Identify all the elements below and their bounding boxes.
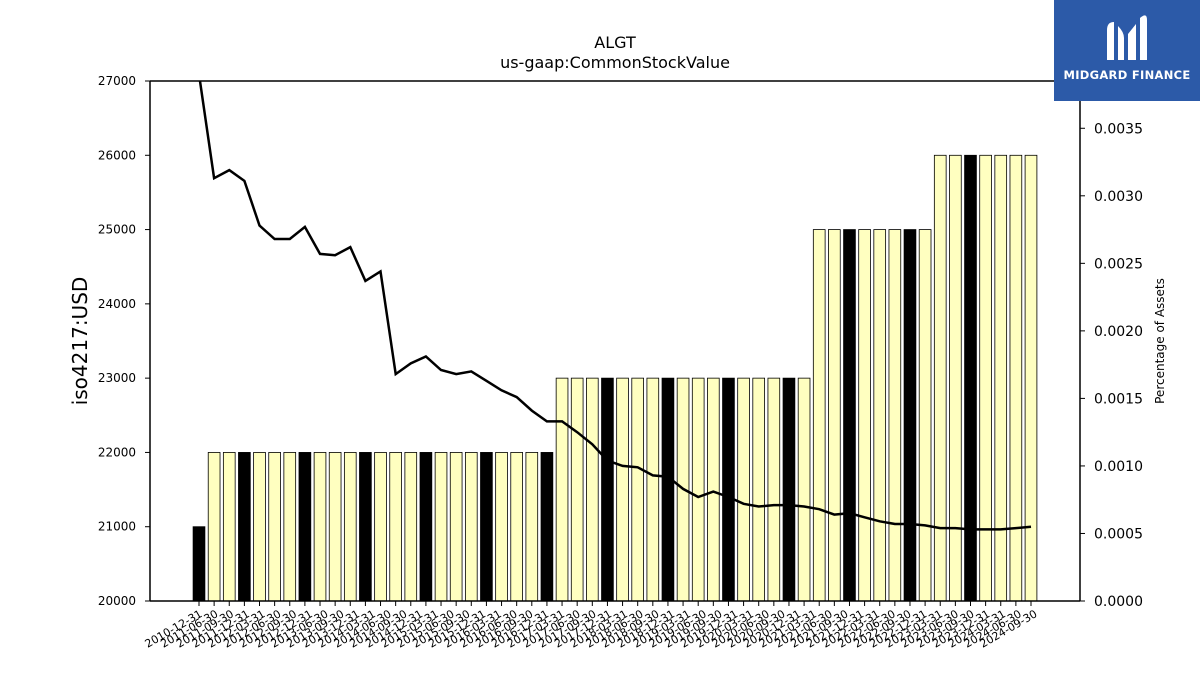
y2-tick-label: 0.0020	[1094, 324, 1143, 340]
bar-2014-12-31	[434, 452, 448, 602]
y2-tick-label: 0.0015	[1094, 391, 1143, 407]
bar-2014-06-30	[404, 452, 418, 602]
bar-2011-12-31	[253, 452, 266, 602]
bar-2023-06-30	[949, 154, 962, 602]
bar-2017-03-31	[570, 377, 584, 602]
y-axis-label: iso4217:USD	[68, 277, 92, 406]
y-tick-label: 24000	[98, 297, 136, 311]
bar-2016-06-30	[525, 452, 539, 602]
bar-2020-06-30	[767, 377, 781, 602]
bar-2023-03-31	[933, 154, 947, 602]
bar-2016-09-30	[540, 452, 554, 602]
bar-2021-09-30	[843, 229, 856, 602]
y-tick-label: 20000	[98, 594, 136, 608]
bar-2019-12-31	[737, 377, 750, 602]
y-tick-label: 26000	[98, 148, 136, 162]
logo-text: MIDGARD FINANCE	[1063, 68, 1191, 82]
bar-2012-12-31	[313, 452, 327, 602]
bar-2013-12-31	[374, 452, 387, 602]
line-layer	[198, 81, 1032, 531]
y2-tick-label: 0.0025	[1094, 256, 1143, 272]
bar-2016-12-31	[555, 377, 569, 602]
bar-2024-06-30	[1009, 154, 1023, 602]
y-tick-label: 27000	[98, 74, 136, 88]
bar-2017-09-30	[601, 377, 614, 602]
bar-2021-03-31	[812, 229, 826, 602]
bar-2023-09-30	[964, 154, 977, 602]
axes-layer: 20000 21000 22000 23000 24000 25000 26000 27000…	[98, 74, 1143, 651]
bar-2013-09-30	[359, 452, 372, 602]
bar-2020-12-31	[797, 377, 811, 602]
bar-2022-06-30	[888, 229, 902, 602]
bar-2016-03-31	[510, 452, 523, 602]
bar-2010-12-31	[192, 526, 206, 602]
bar-2012-06-30	[283, 452, 297, 602]
bar-2015-09-30	[480, 452, 493, 602]
y2-tick-label: 0.0010	[1094, 459, 1143, 475]
percentage-of-assets-line	[198, 81, 1032, 531]
bar-2015-03-31	[449, 452, 463, 602]
bar-2011-03-31	[207, 452, 221, 602]
bar-2012-09-30	[298, 452, 312, 602]
bar-2013-06-30	[343, 452, 357, 602]
y2-tick-label: 0.0035	[1094, 121, 1143, 137]
bar-2024-03-31	[994, 154, 1008, 602]
bar-2018-06-30	[646, 377, 660, 602]
bar-2022-09-30	[903, 229, 917, 602]
y-tick-label: 23000	[98, 371, 136, 385]
bar-2019-03-31	[691, 377, 705, 602]
midgard-finance-logo: MIDGARD FINANCE	[1054, 0, 1200, 101]
bar-2015-12-31	[495, 452, 508, 602]
y-tick-label: 22000	[98, 445, 136, 459]
y2-axis-label: Percentage of Assets	[1153, 278, 1167, 404]
bar-2021-12-31	[858, 229, 871, 602]
y2-tick-label: 0.0005	[1094, 526, 1143, 542]
bar-2022-12-31	[918, 229, 932, 602]
bar-2018-03-31	[631, 377, 644, 602]
bar-2012-03-31	[268, 452, 281, 602]
bar-2019-09-30	[722, 377, 735, 602]
bars-layer	[192, 154, 1038, 602]
y2-tick-label: 0.0000	[1094, 594, 1143, 610]
y-tick-label: 25000	[98, 223, 136, 237]
bar-2011-09-30	[238, 452, 251, 602]
bar-2020-09-30	[782, 377, 796, 602]
bar-2020-03-31	[752, 377, 766, 602]
bar-2023-12-31	[979, 154, 992, 602]
bar-2018-09-30	[661, 377, 675, 602]
bar-2017-12-31	[616, 377, 629, 602]
bar-2019-06-30	[707, 377, 720, 602]
bar-2022-03-31	[873, 229, 887, 602]
bar-2013-03-31	[328, 452, 342, 602]
y2-tick-label: 0.0030	[1094, 189, 1143, 205]
y-tick-label: 21000	[98, 520, 136, 534]
chart-title: ALGT	[594, 33, 636, 52]
bar-2011-06-30	[222, 452, 236, 602]
bar-2024-09-30	[1024, 154, 1038, 602]
bar-2015-06-30	[464, 452, 478, 602]
bar-2014-09-30	[419, 452, 433, 602]
bar-2017-06-30	[586, 377, 599, 602]
midgard-logo-icon	[1107, 15, 1147, 60]
bar-2021-06-30	[828, 229, 841, 602]
chart-subtitle: us-gaap:CommonStockValue	[500, 53, 730, 72]
bar-2014-03-31	[389, 452, 402, 602]
